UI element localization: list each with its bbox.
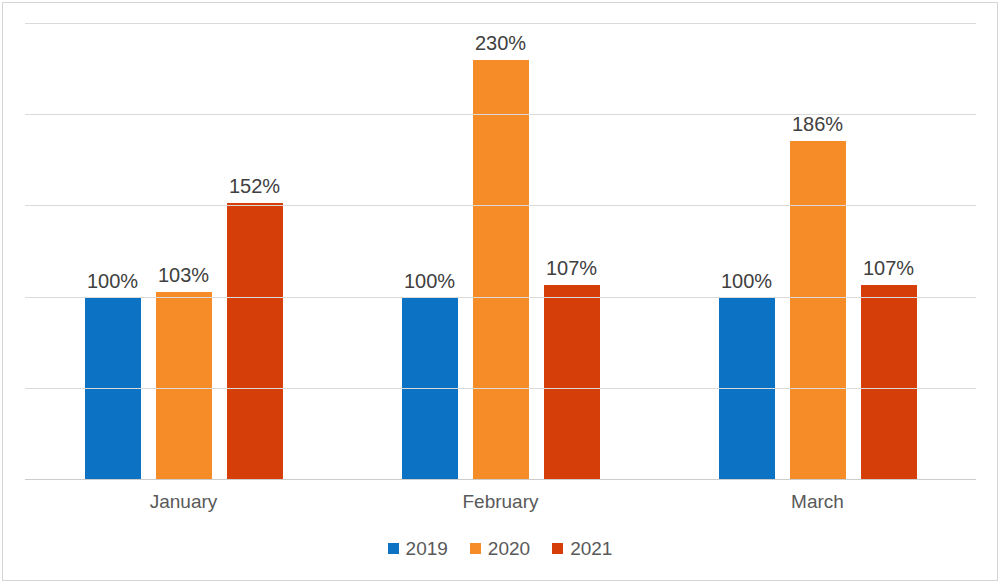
gridline bbox=[25, 388, 976, 389]
gridline bbox=[25, 23, 976, 24]
bar-value-label: 107% bbox=[546, 258, 597, 278]
x-axis-labels: JanuaryFebruaryMarch bbox=[25, 491, 976, 514]
bar-value-label: 152% bbox=[229, 176, 280, 196]
bar-2020-january: 103% bbox=[156, 292, 212, 480]
bar-group-march: 100% 186% 107% bbox=[659, 24, 976, 480]
gridline bbox=[25, 297, 976, 298]
legend-swatch-2020 bbox=[470, 543, 481, 554]
gridline bbox=[25, 205, 976, 206]
legend-item-2019: 2019 bbox=[388, 539, 448, 558]
x-label-march: March bbox=[659, 491, 976, 514]
bar-group-february: 100% 230% 107% bbox=[342, 24, 659, 480]
legend-item-2021: 2021 bbox=[552, 539, 612, 558]
bar-value-label: 107% bbox=[863, 258, 914, 278]
bar-groups: 100% 103% 152% 100% 230% 107% 100% 186% 107% bbox=[25, 24, 976, 480]
bar-2020-march: 186% bbox=[790, 141, 846, 480]
bar-2020-february: 230% bbox=[473, 60, 529, 480]
legend-label: 2019 bbox=[406, 539, 448, 558]
bar-value-label: 186% bbox=[792, 114, 843, 134]
bar-value-label: 100% bbox=[404, 271, 455, 291]
gridline bbox=[25, 114, 976, 115]
legend-swatch-2021 bbox=[552, 543, 563, 554]
legend-label: 2020 bbox=[488, 539, 530, 558]
x-axis-line bbox=[25, 479, 976, 480]
bar-chart: 100% 103% 152% 100% 230% 107% 100% 186% 107% Jan… bbox=[0, 0, 1000, 583]
bar-2021-march: 107% bbox=[861, 285, 917, 480]
x-label-january: January bbox=[25, 491, 342, 514]
legend-label: 2021 bbox=[570, 539, 612, 558]
bar-group-january: 100% 103% 152% bbox=[25, 24, 342, 480]
legend: 2019 2020 2021 bbox=[0, 539, 1000, 558]
bar-value-label: 103% bbox=[158, 265, 209, 285]
bar-2021-february: 107% bbox=[544, 285, 600, 480]
bar-value-label: 230% bbox=[475, 33, 526, 53]
x-label-february: February bbox=[342, 491, 659, 514]
bar-value-label: 100% bbox=[87, 271, 138, 291]
bar-2021-january: 152% bbox=[227, 203, 283, 480]
plot-area: 100% 103% 152% 100% 230% 107% 100% 186% 107% bbox=[25, 24, 976, 480]
legend-swatch-2019 bbox=[388, 543, 399, 554]
bar-value-label: 100% bbox=[721, 271, 772, 291]
legend-item-2020: 2020 bbox=[470, 539, 530, 558]
